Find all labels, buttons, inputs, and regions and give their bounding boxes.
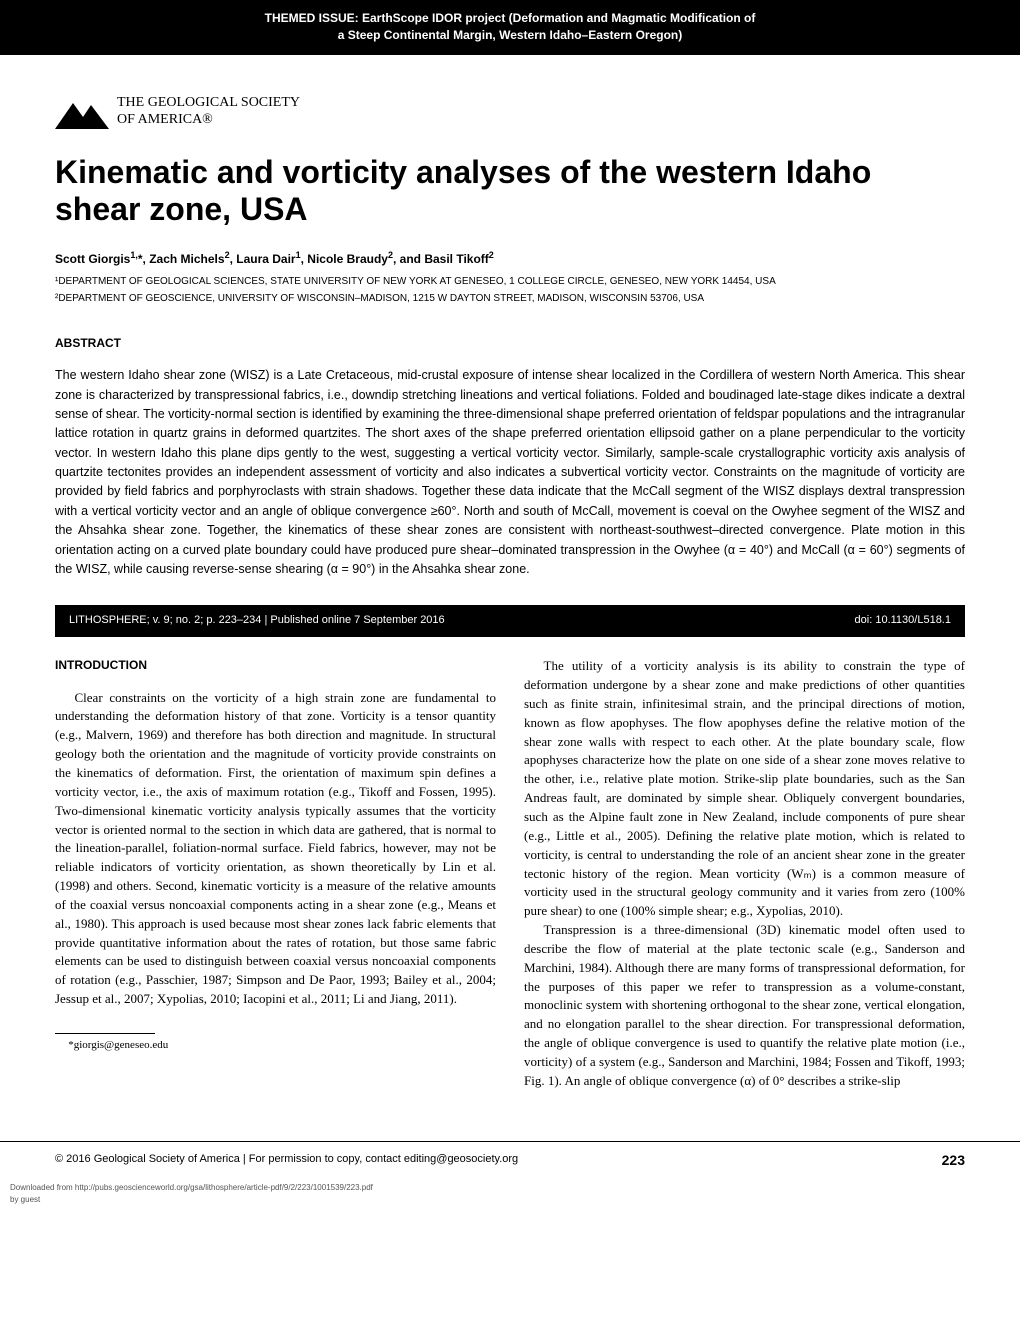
right-para-1: The utility of a vorticity analysis is i…: [524, 657, 965, 921]
introduction-heading: INTRODUCTION: [55, 657, 496, 674]
page-content: THE GEOLOGICAL SOCIETY OF AMERICA® Kinem…: [0, 55, 1020, 1121]
right-para-2: Transpression is a three-dimensional (3D…: [524, 921, 965, 1091]
abstract-text: The western Idaho shear zone (WISZ) is a…: [55, 366, 965, 579]
publication-bar: LITHOSPHERE; v. 9; no. 2; p. 223–234 | P…: [55, 605, 965, 637]
abstract-heading: ABSTRACT: [55, 335, 965, 352]
page-footer: © 2016 Geological Society of America | F…: [0, 1141, 1020, 1178]
society-name: THE GEOLOGICAL SOCIETY OF AMERICA®: [117, 95, 300, 129]
right-column: The utility of a vorticity analysis is i…: [524, 657, 965, 1090]
affiliation-2: ²DEPARTMENT OF GEOSCIENCE, UNIVERSITY OF…: [55, 292, 965, 307]
article-title: Kinematic and vorticity analyses of the …: [55, 154, 965, 228]
themed-issue-header: THEMED ISSUE: EarthScope IDOR project (D…: [0, 0, 1020, 55]
pub-info-left: LITHOSPHERE; v. 9; no. 2; p. 223–234 | P…: [69, 613, 445, 629]
header-line-2: a Steep Continental Margin, Western Idah…: [20, 27, 1000, 44]
authors: Scott Giorgis1,*, Zach Michels2, Laura D…: [55, 249, 965, 268]
download-line-1: Downloaded from http://pubs.geosciencewo…: [10, 1182, 1010, 1194]
page-number: 223: [942, 1150, 965, 1170]
society-line-1: THE GEOLOGICAL SOCIETY: [117, 95, 300, 112]
intro-para-1: Clear constraints on the vorticity of a …: [55, 689, 496, 1009]
copyright: © 2016 Geological Society of America | F…: [55, 1152, 518, 1168]
footnote-email: *giorgis@geneseo.edu: [55, 1038, 496, 1054]
affiliation-1: ¹DEPARTMENT OF GEOLOGICAL SCIENCES, STAT…: [55, 275, 965, 290]
download-line-2: by guest: [10, 1194, 1010, 1206]
gsa-logo-icon: [55, 95, 109, 129]
left-column: INTRODUCTION Clear constraints on the vo…: [55, 657, 496, 1090]
society-line-2: OF AMERICA®: [117, 112, 300, 129]
society-logo: THE GEOLOGICAL SOCIETY OF AMERICA®: [55, 95, 965, 129]
download-note: Downloaded from http://pubs.geosciencewo…: [0, 1178, 1020, 1209]
body-columns: INTRODUCTION Clear constraints on the vo…: [55, 657, 965, 1090]
pub-doi: doi: 10.1130/L518.1: [855, 613, 951, 629]
footnote-rule: [55, 1033, 155, 1034]
header-line-1: THEMED ISSUE: EarthScope IDOR project (D…: [20, 10, 1000, 27]
